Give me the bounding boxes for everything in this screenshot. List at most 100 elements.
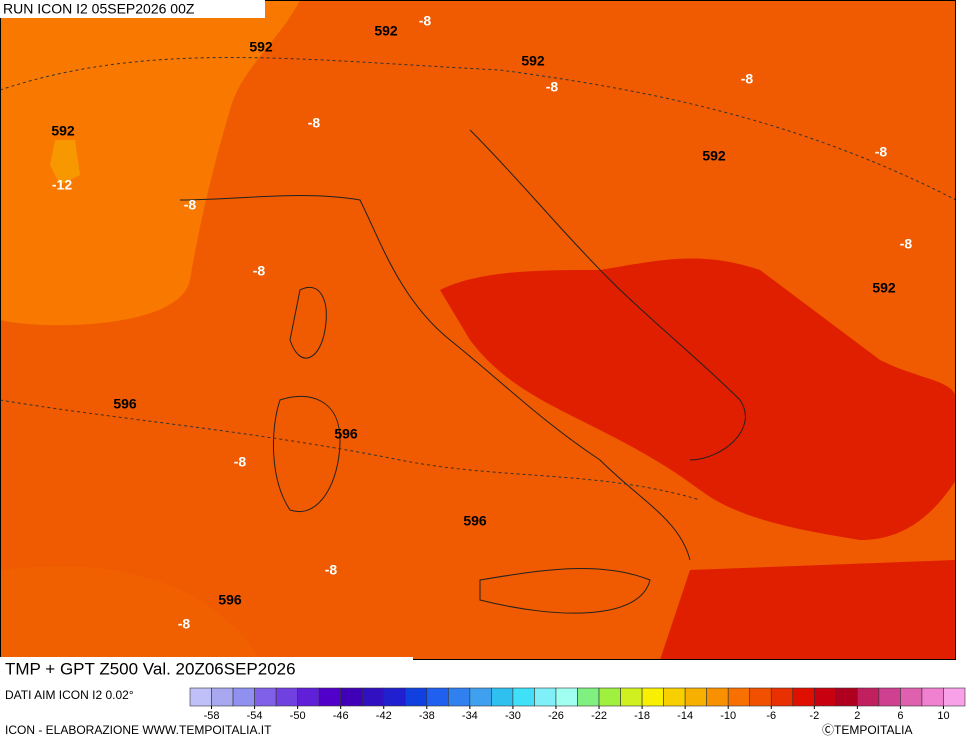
legend-swatch (448, 687, 471, 707)
hot-zone (660, 560, 956, 660)
legend-swatch (254, 687, 277, 707)
legend-tick-label: -58 (204, 710, 220, 722)
legend-tick-label: -18 (634, 710, 650, 722)
contours (0, 57, 957, 501)
legend-swatch (469, 687, 492, 707)
legend-tick-label: -38 (419, 710, 435, 722)
legend-tick-label: -26 (548, 710, 564, 722)
legend-tick-label: -2 (809, 710, 819, 722)
legend-swatch (383, 687, 406, 707)
island (289, 287, 327, 359)
contour-label: 596 (463, 513, 487, 529)
legend-tick-label: -42 (376, 710, 392, 722)
legend-tick-label: -50 (290, 710, 306, 722)
legend-tick-label: 10 (937, 710, 949, 722)
contour (0, 57, 957, 201)
contour-label: -8 (900, 236, 913, 252)
contour-label: 592 (51, 123, 75, 139)
warm-zone (0, 566, 260, 660)
contour (0, 399, 701, 501)
legend-swatch (555, 687, 578, 707)
legend-swatch (598, 687, 621, 707)
warm-zone (0, 0, 300, 326)
legend-swatch (857, 687, 880, 707)
legend-swatch (404, 687, 428, 707)
contour-label: -8 (178, 616, 191, 632)
legend-swatch (900, 687, 923, 707)
legend-swatch (663, 687, 686, 707)
footer-title: TMP + GPT Z500 Val. 20Z06SEP2026 (5, 659, 296, 678)
legend-swatch (232, 687, 255, 707)
contour-label: -8 (325, 562, 338, 578)
contour-label: -8 (184, 197, 197, 213)
map (0, 0, 957, 660)
legend-swatch (835, 687, 858, 707)
legend-swatch (943, 687, 966, 707)
contour-label: -8 (234, 454, 247, 470)
contour-label: -8 (546, 79, 559, 95)
legend-swatch (706, 687, 729, 707)
source-text: DATI AIM ICON I2 0.02° (5, 688, 134, 702)
cool-spot (50, 140, 80, 185)
island (479, 567, 651, 614)
legend-swatch (792, 687, 815, 707)
contour-label: -8 (419, 13, 432, 29)
hot-zone (440, 258, 956, 540)
contour-label: -8 (741, 71, 754, 87)
copyright-text: ⒸTEMPOITALIA (822, 723, 912, 737)
legend-tick-label: -34 (462, 710, 478, 722)
footer-box (0, 657, 413, 684)
contour-label: 592 (702, 148, 726, 164)
legend-swatch (211, 687, 234, 707)
legend-swatch (727, 687, 751, 707)
legend-swatch (275, 687, 298, 707)
legend-swatch (426, 687, 449, 707)
legend-tick-label: -6 (766, 710, 776, 722)
legend-swatch (921, 687, 944, 707)
contour-label: -8 (308, 115, 321, 131)
legend-tick-label: -10 (720, 710, 736, 722)
legend-tick-label: 6 (897, 710, 903, 722)
contour-label: -8 (253, 263, 266, 279)
legend-swatch (189, 687, 212, 707)
island (273, 395, 341, 513)
contour-label: 596 (218, 592, 242, 608)
color-legend: -58 -54 -50 -46 -42 -38 -34 -30 -26 -22 -18 -14 -10-… (189, 687, 966, 722)
contour-label: 592 (374, 23, 398, 39)
contour-label: 596 (334, 426, 358, 442)
legend-swatch (534, 687, 557, 707)
contour-label: -8 (875, 144, 888, 160)
legend-tick-label: -22 (591, 710, 607, 722)
credit-text: ICON - ELABORAZIONE WWW.TEMPOITALIA.IT (5, 723, 272, 737)
legend-swatch (749, 687, 772, 707)
legend-swatch (340, 687, 363, 707)
legend-swatch (512, 687, 535, 707)
map-border (0, 0, 956, 660)
contour-label: 596 (113, 396, 137, 412)
legend-tick-label: -54 (247, 710, 263, 722)
contour-label: 592 (872, 280, 896, 296)
legend-swatch (361, 687, 385, 707)
legend-swatch (297, 687, 320, 707)
legend-swatch (491, 687, 514, 707)
legend-tick-label: -14 (677, 710, 693, 722)
header-box (0, 0, 265, 18)
legend-tick-label: -46 (333, 710, 349, 722)
legend-tick-label: 2 (854, 710, 860, 722)
coastline (469, 129, 746, 461)
legend-swatch (620, 687, 643, 707)
contour-label: 592 (521, 53, 545, 69)
legend-swatch (684, 687, 707, 707)
legend-swatch (577, 687, 600, 707)
contour-label: 592 (249, 39, 273, 55)
legend-swatch (318, 687, 341, 707)
header-title: RUN ICON I2 05SEP2026 00Z (3, 1, 195, 17)
legend-tick-label: -30 (505, 710, 521, 722)
legend-swatch (814, 687, 837, 707)
contour-label: -12 (52, 177, 72, 193)
legend-swatch (770, 687, 794, 707)
legend-swatch (878, 687, 901, 707)
legend-swatch (641, 687, 664, 707)
